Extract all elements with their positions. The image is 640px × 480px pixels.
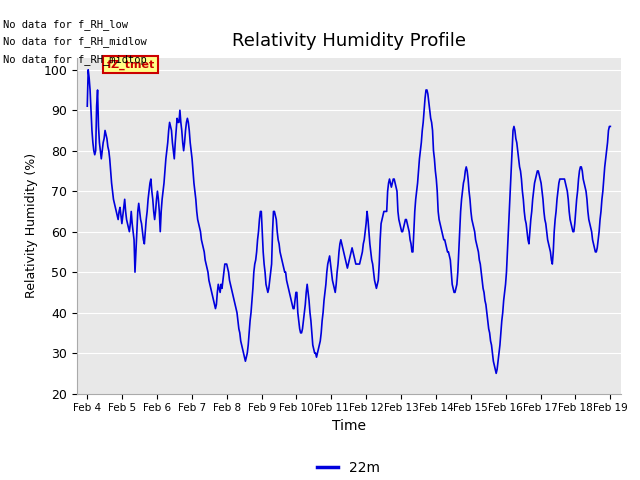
Legend: 22m: 22m — [312, 456, 386, 480]
Text: No data for f_RH_midtop: No data for f_RH_midtop — [3, 54, 147, 65]
Title: Relativity Humidity Profile: Relativity Humidity Profile — [232, 33, 466, 50]
Text: fZ_tmet: fZ_tmet — [106, 60, 155, 70]
X-axis label: Time: Time — [332, 419, 366, 433]
Text: No data for f_RH_midlow: No data for f_RH_midlow — [3, 36, 147, 48]
Text: No data for f_RH_low: No data for f_RH_low — [3, 19, 128, 30]
Y-axis label: Relativity Humidity (%): Relativity Humidity (%) — [25, 153, 38, 298]
